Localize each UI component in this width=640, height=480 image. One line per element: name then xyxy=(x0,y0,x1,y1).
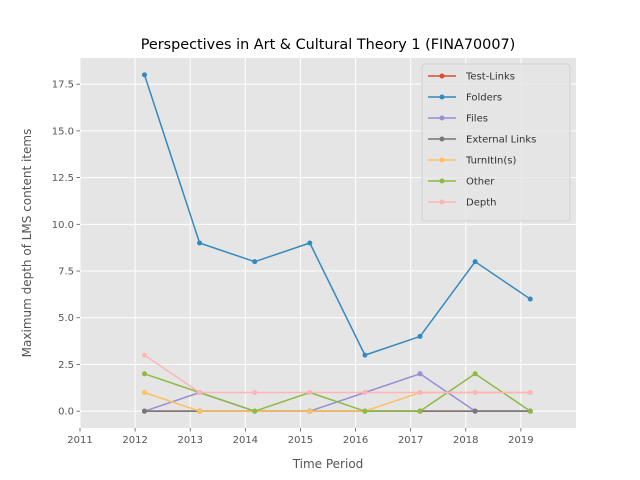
legend-label: Other xyxy=(466,177,495,188)
legend-label: TurnItIn(s) xyxy=(465,156,516,167)
data-point xyxy=(141,352,147,358)
legend-item: Files xyxy=(428,114,488,125)
legend-label: Test-Links xyxy=(465,72,515,83)
data-point xyxy=(197,389,203,395)
legend-item: Other xyxy=(428,177,495,188)
y-axis-label: Maximum depth of LMS content items xyxy=(20,129,34,358)
x-tick-label: 2019 xyxy=(508,435,533,446)
data-point xyxy=(362,408,368,414)
data-point xyxy=(197,240,203,246)
y-tick-label: 2.5 xyxy=(58,360,74,371)
y-tick-label: 17.5 xyxy=(52,80,74,91)
data-point xyxy=(417,371,423,377)
y-tick-label: 15.0 xyxy=(52,126,74,137)
data-point xyxy=(141,408,147,414)
data-point xyxy=(252,259,258,265)
data-point xyxy=(362,352,368,358)
data-point xyxy=(141,389,147,395)
data-point xyxy=(527,296,533,302)
data-point xyxy=(307,389,313,395)
series-1 xyxy=(141,72,533,358)
legend-label: Depth xyxy=(466,198,496,209)
data-point xyxy=(252,408,258,414)
legend-item: Depth xyxy=(428,198,496,209)
x-tick-label: 2011 xyxy=(67,435,92,446)
legend-item: Folders xyxy=(428,93,502,104)
data-point xyxy=(141,72,147,78)
legend-item: TurnItIn(s) xyxy=(428,156,516,167)
data-point xyxy=(307,240,313,246)
data-point xyxy=(527,408,533,414)
y-tick-label: 10.0 xyxy=(52,220,74,231)
data-point xyxy=(472,389,478,395)
legend-label: Folders xyxy=(466,93,502,104)
legend-marker xyxy=(439,199,445,205)
x-tick-label: 2017 xyxy=(398,435,423,446)
x-tick-label: 2014 xyxy=(233,435,258,446)
legend-marker xyxy=(439,178,445,184)
data-point xyxy=(362,389,368,395)
data-point xyxy=(417,389,423,395)
x-tick-label: 2013 xyxy=(177,435,202,446)
legend-marker xyxy=(439,94,445,100)
series-line xyxy=(143,74,531,356)
x-tick-label: 2016 xyxy=(343,435,368,446)
data-point xyxy=(417,333,423,339)
chart-title: Perspectives in Art & Cultural Theory 1 … xyxy=(141,37,516,53)
x-axis-ticks: 2011 2012 2013 2014 2015 2016 2017 2018 2019 xyxy=(67,428,534,446)
y-tick-label: 5.0 xyxy=(58,313,74,324)
data-point xyxy=(141,371,147,377)
data-point xyxy=(252,389,258,395)
x-tick-label: 2018 xyxy=(453,435,478,446)
x-axis-label: Time Period xyxy=(292,457,364,471)
y-tick-label: 0.0 xyxy=(58,407,74,418)
x-tick-label: 2012 xyxy=(122,435,147,446)
legend: Test-Links Folders Files External Links Turn… xyxy=(421,63,571,222)
data-point xyxy=(417,408,423,414)
series-line xyxy=(144,373,531,412)
data-point xyxy=(472,371,478,377)
data-point xyxy=(472,408,478,414)
data-point xyxy=(197,408,203,414)
data-point xyxy=(527,389,533,395)
legend-item: External Links xyxy=(428,135,536,146)
series-6 xyxy=(141,352,533,395)
y-tick-label: 12.5 xyxy=(52,173,74,184)
y-axis-ticks: 0.0 2.5 5.0 7.5 10.0 12.5 15.0 17.5 xyxy=(52,80,80,418)
x-tick-label: 2015 xyxy=(288,435,313,446)
data-point xyxy=(307,408,313,414)
data-point xyxy=(472,259,478,265)
legend-marker xyxy=(439,73,445,79)
series-line xyxy=(144,354,531,394)
legend-box xyxy=(421,63,571,222)
legend-marker xyxy=(439,157,445,163)
legend-marker xyxy=(439,136,445,142)
legend-marker xyxy=(439,115,445,121)
series-lines xyxy=(141,72,533,414)
legend-label: Files xyxy=(466,114,488,125)
legend-label: External Links xyxy=(466,135,536,146)
y-tick-label: 7.5 xyxy=(58,267,74,278)
legend-item: Test-Links xyxy=(428,72,515,83)
